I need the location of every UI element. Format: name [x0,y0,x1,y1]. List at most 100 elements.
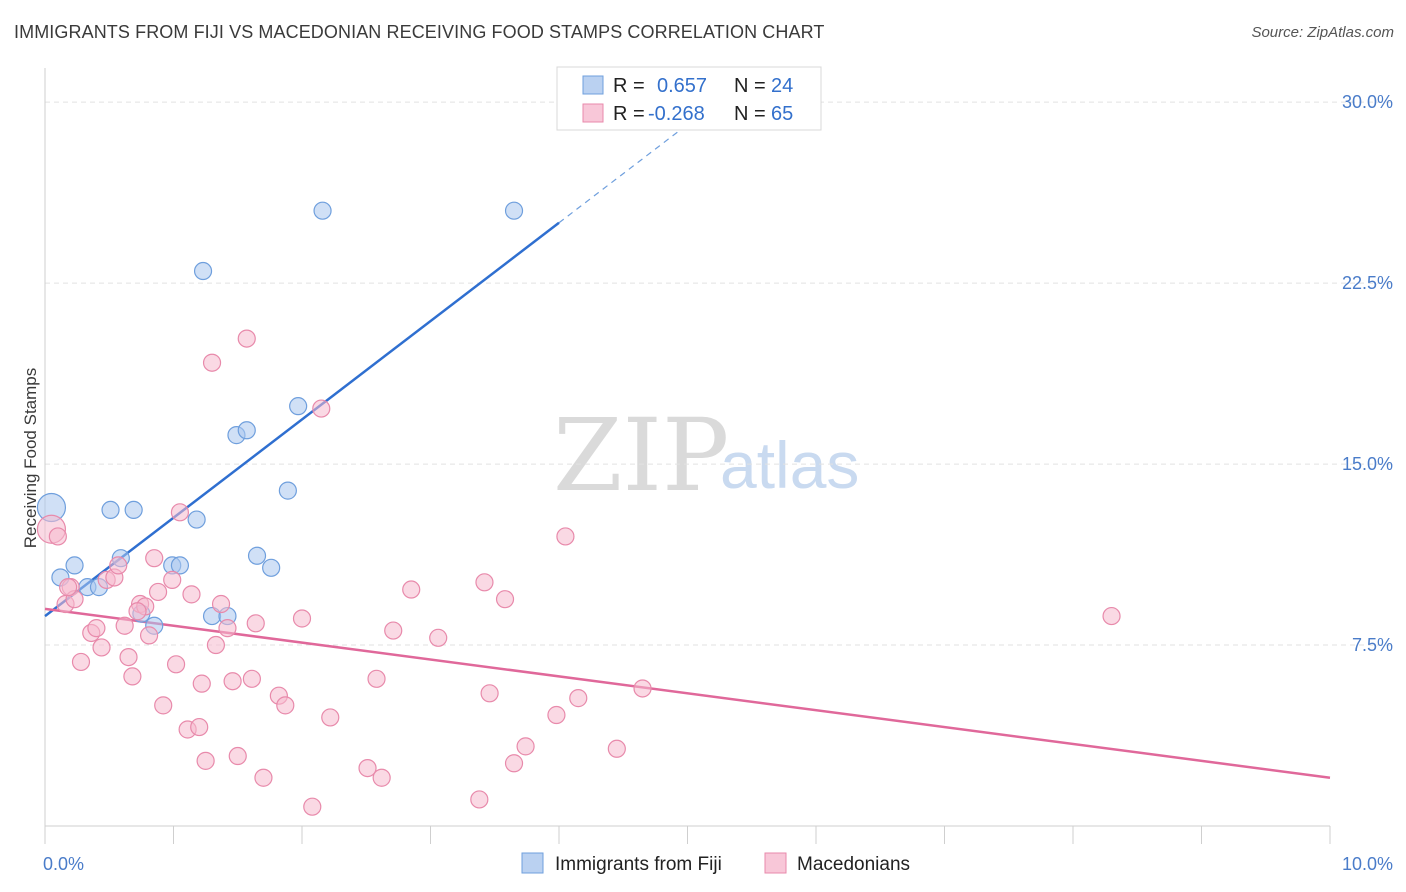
macedonian-point-27 [192,674,211,693]
macedonian-point-20 [154,696,173,715]
bottom-legend: Immigrants from Fiji Macedonians [521,852,910,875]
legend-r-label-macedonians: R = [613,103,645,125]
macedonian-point-52 [475,573,494,592]
macedonian-point-5 [71,652,91,672]
macedonian-point-25 [182,585,201,604]
macedonian-point-56 [516,737,535,756]
fiji-point-18 [247,546,267,565]
macedonian-point-40 [276,696,295,715]
macedonian-point-12 [115,616,134,635]
macedonian-point-36 [242,669,261,688]
macedonian-point-47 [372,768,391,787]
macedonian-point-35 [237,329,256,348]
bottom-legend-swatch-fiji [521,852,544,874]
macedonian-point-43 [312,399,331,418]
macedonian-point-41 [292,609,312,628]
y-tick-label-3: 30.0% [1342,92,1393,112]
macedonian-point-37 [246,614,265,633]
source-label: Source: ZipAtlas.com [1251,24,1394,41]
macedonian-point-51 [470,790,489,809]
macedonian-point-42 [303,797,322,816]
macedonian-point-26 [190,717,209,737]
macedonian-point-60 [607,739,626,758]
legend-n-label-fiji: N = [734,75,766,97]
fiji-point-23 [504,201,524,220]
legend-r-value-fiji: 0.657 [657,75,707,97]
trend-lines [44,123,1331,779]
macedonian-point-62 [1102,606,1121,626]
fiji-point-7 [124,500,143,520]
macedonian-point-45 [358,758,377,778]
macedonian-point-28 [196,751,215,770]
legend-r-label-fiji: R = [613,75,645,97]
macedonian-point-29 [202,353,222,372]
macedonian-point-63 [59,578,78,597]
macedonian-point-23 [170,503,190,522]
bottom-legend-label-macedonians: Macedonians [797,854,910,875]
fiji-point-21 [289,397,308,416]
macedonian-point-21 [163,570,182,589]
watermark-atlas: atlas [720,428,859,502]
macedonian-point-64 [128,602,147,621]
legend-box: R = 0.657 N = 24 R = -0.268 N = 65 [556,66,822,131]
macedonian-point-7 [87,619,106,638]
legend-swatch-macedonians [582,103,604,123]
watermark-zip: ZIP [553,397,729,514]
macedonian-point-22 [166,655,186,674]
grid-lines [45,101,1395,646]
y-axis-label: Receiving Food Stamps [21,368,40,548]
macedonian-point-50 [429,628,448,647]
y-tick-label-0: 7.5% [1352,635,1393,655]
fiji-point-2 [65,556,84,575]
macedonian-point-49 [402,580,421,599]
macedonian-point-17 [139,626,159,645]
macedonian-point-44 [321,708,340,727]
fiji-point-12 [187,510,206,529]
macedonian-point-38 [254,768,273,787]
fiji-trend-line [44,221,560,618]
fiji-point-17 [237,421,256,440]
fiji-point-22 [313,201,332,220]
macedonian-point-33 [223,672,242,691]
macedonian-point-8 [92,638,111,657]
data-points [36,201,1121,816]
legend-n-value-macedonians: 65 [771,103,793,125]
axes [44,68,1331,844]
macedonian-point-31 [211,594,231,614]
macedonian-point-53 [480,684,499,703]
macedonian-point-1 [48,527,67,546]
fiji-point-11 [170,556,190,575]
macedonian-point-14 [123,667,142,686]
macedonian-point-59 [569,689,588,708]
macedonian-point-19 [148,582,168,602]
fiji-point-13 [193,261,213,281]
macedonian-point-54 [495,590,515,609]
macedonian-point-57 [547,705,566,725]
macedonian-point-13 [119,647,138,667]
macedonian-point-48 [384,621,403,640]
x-tick-labels: 0.0% 10.0% [43,854,1393,874]
macedonian-point-55 [504,754,524,773]
y-tick-labels: 7.5% 15.0% 22.5% 30.0% [1342,92,1393,655]
fiji-point-19 [262,558,281,577]
legend-n-value-fiji: 24 [771,75,793,97]
macedonian-point-11 [109,556,128,575]
macedonian-trend-line [44,607,1331,779]
legend-swatch-fiji [582,75,604,95]
macedonian-point-61 [633,679,652,698]
bottom-legend-label-fiji: Immigrants from Fiji [555,854,722,875]
y-tick-label-1: 15.0% [1342,454,1393,474]
chart-title: IMMIGRANTS FROM FIJI VS MACEDONIAN RECEI… [14,22,825,42]
legend-n-label-macedonians: N = [734,103,766,125]
macedonian-point-32 [218,619,237,638]
x-tick-label-0: 0.0% [43,854,84,874]
macedonian-point-30 [206,635,226,655]
fiji-point-5 [101,500,120,520]
macedonian-point-58 [556,527,575,546]
macedonian-point-18 [145,549,164,568]
x-tick-label-1: 10.0% [1342,854,1393,874]
legend-r-value-macedonians: -0.268 [648,103,705,125]
macedonian-point-46 [367,669,386,688]
y-tick-label-2: 22.5% [1342,273,1393,293]
